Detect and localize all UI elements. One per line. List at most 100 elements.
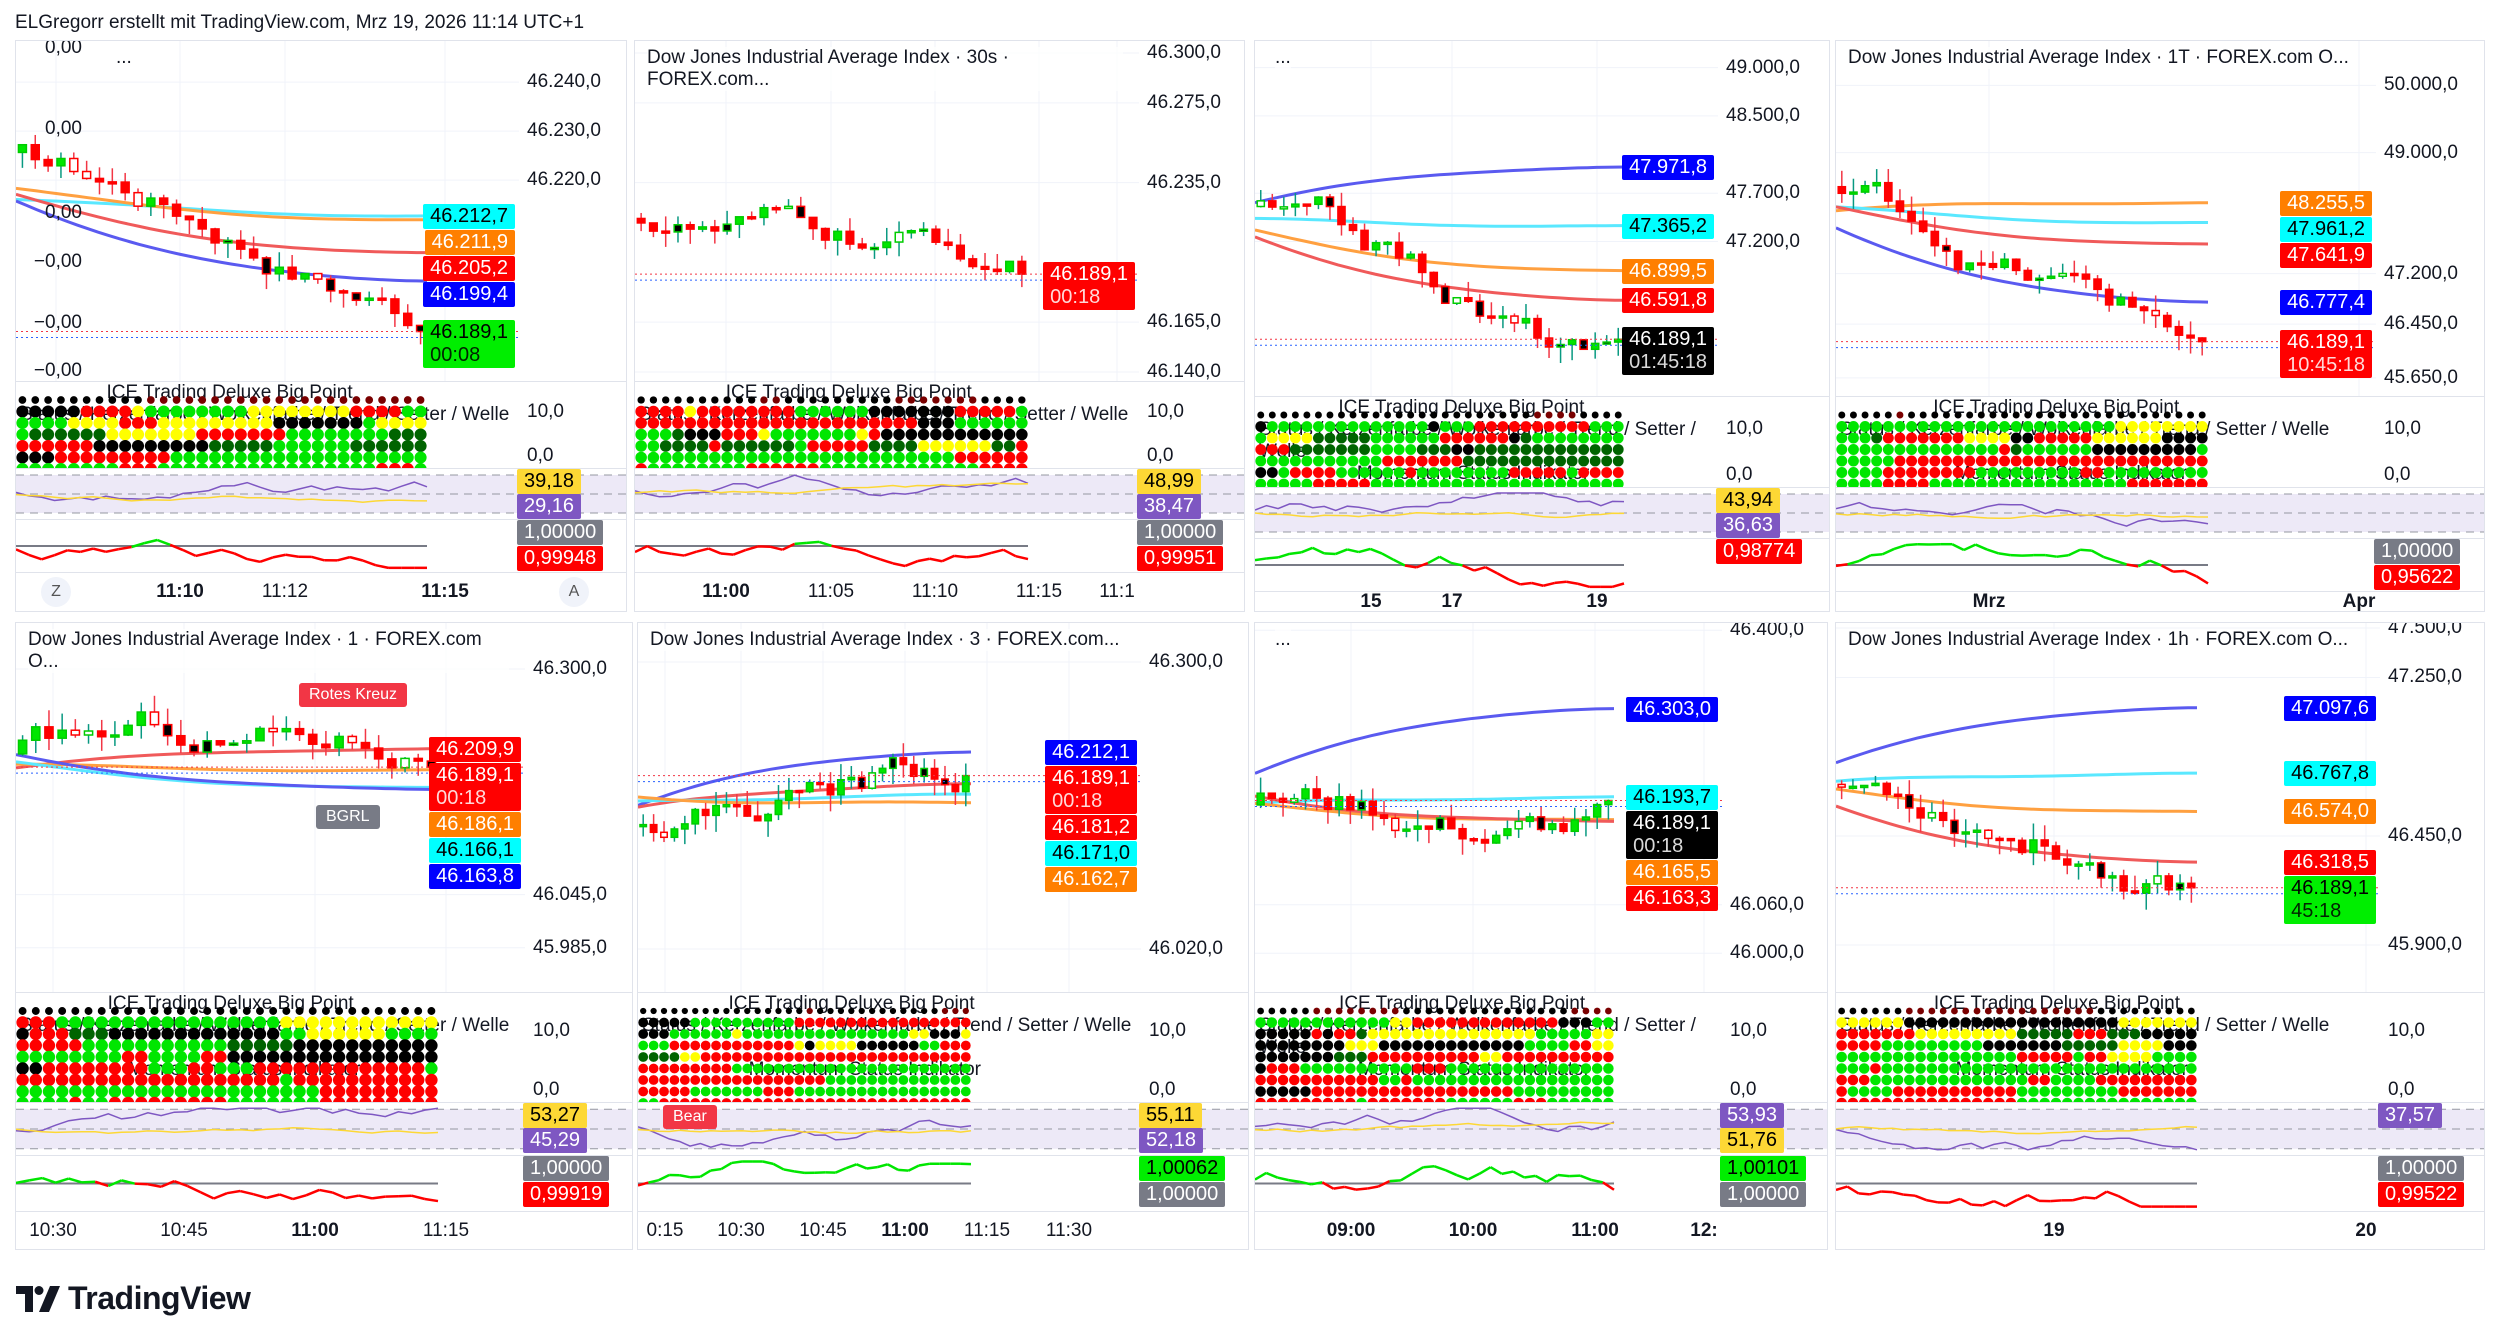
time-axis-button[interactable]: Z xyxy=(41,577,71,607)
price-pane[interactable]: Dow Jones Industrial Average Index · 1 ·… xyxy=(16,623,632,993)
chart-panel[interactable]: ... 49.000,0 48.500,0 47.700,0 47.200,0 47.97… xyxy=(1254,40,1830,612)
rsi-pane[interactable]: 48,99 38,47 xyxy=(635,469,1244,520)
indicator-dot xyxy=(161,1050,174,1064)
chart-panel[interactable]: Dow Jones Industrial Average Index · 1 ·… xyxy=(15,622,633,1250)
rsi-pane[interactable] xyxy=(1836,488,2484,539)
indicator-dot xyxy=(1457,1086,1468,1097)
indicator-dot xyxy=(106,462,119,468)
chart-panel[interactable]: Dow Jones Industrial Average Index · 3 ·… xyxy=(637,622,1249,1250)
time-axis[interactable]: Z 11:10 11:12 11:15 A xyxy=(16,573,626,611)
price-axis[interactable]: 46.300,0 46.020,0 xyxy=(1139,623,1248,992)
time-axis[interactable]: 10:30 10:45 11:00 11:15 xyxy=(16,1212,632,1249)
symbol-title[interactable]: Dow Jones Industrial Average Index · 1T … xyxy=(1848,47,2349,69)
time-axis[interactable]: 19 20 xyxy=(1836,1212,2484,1249)
rsi-pane[interactable]: 53,27 45,29 xyxy=(16,1103,632,1156)
ratio-line-segment xyxy=(845,1163,857,1170)
price-pane[interactable]: ... 49.000,0 48.500,0 47.700,0 47.200,0 47.97… xyxy=(1255,41,1829,397)
chart-annotation-tag[interactable]: Rotes Kreuz xyxy=(299,683,408,707)
chart-annotation-tag[interactable]: BGRL xyxy=(316,805,380,829)
indicator-dot xyxy=(2095,1086,2107,1097)
candle xyxy=(1567,338,1577,361)
rsi-pane[interactable]: 53,93 51,76 xyxy=(1255,1103,1827,1156)
price-pane[interactable]: Dow Jones Industrial Average Index · 1h … xyxy=(1836,623,2484,993)
rsi-pane[interactable]: 55,11 52,18 Bear xyxy=(638,1103,1248,1156)
indicator-dot xyxy=(2063,1007,2071,1015)
time-axis[interactable]: 11:00 11:05 11:10 11:15 11:1 xyxy=(635,573,1244,611)
time-axis[interactable]: 09:00 10:00 11:00 12: xyxy=(1255,1212,1827,1249)
time-axis[interactable]: Mrz Apr xyxy=(1836,592,2484,611)
ratio-pane[interactable]: 1,00000 0,95622 xyxy=(1836,539,2484,592)
price-pane[interactable]: Dow Jones Industrial Average Index · 1T … xyxy=(1836,41,2484,397)
chart-panel[interactable]: Dow Jones Industrial Average Index · 1h … xyxy=(1835,622,2485,1250)
indicator-dot xyxy=(836,1075,846,1085)
price-pane[interactable]: ... 46.400,0 46.060,0 46.000,0 46.303,0 46.19… xyxy=(1255,623,1827,993)
price-pane[interactable]: Dow Jones Industrial Average Index · 3 ·… xyxy=(638,623,1248,993)
ratio-pane[interactable]: 0,98774 xyxy=(1255,539,1829,592)
indicator-dot xyxy=(16,1016,29,1029)
price-axis[interactable]: 46.300,0 46.275,0 46.235,0 46.165,0 46.140,0 xyxy=(1137,41,1244,381)
price-axis[interactable]: 47.500,0 47.250,0 46.450,0 45.900,0 xyxy=(2378,623,2484,992)
chart-panel[interactable]: ... 0,00 0,00 0,00 −0,00 −0,00 −0,00 46.240,0 46… xyxy=(15,40,627,612)
indicator-dot xyxy=(858,396,866,404)
ratio-pane[interactable]: 1,00000 0,99951 xyxy=(635,520,1244,573)
indicator-dot xyxy=(770,405,783,418)
symbol-title[interactable]: Dow Jones Industrial Average Index · 1h … xyxy=(1848,629,2349,651)
ratio-pane[interactable]: 1,00101 1,00000 xyxy=(1255,1156,1827,1212)
symbol-title[interactable]: Dow Jones Industrial Average Index · 3 ·… xyxy=(650,629,1120,651)
indicator-dot xyxy=(1266,421,1278,432)
indicator-dot xyxy=(659,1029,669,1039)
rsi-pane[interactable]: 39,18 29,16 xyxy=(16,469,626,520)
symbol-title[interactable]: ... xyxy=(1275,629,1291,651)
time-label: 17 xyxy=(1441,592,1463,611)
tradingview-logo[interactable]: TradingView xyxy=(16,1280,251,1317)
symbol-title[interactable]: Dow Jones Industrial Average Index · 1 ·… xyxy=(28,629,509,673)
chart-panel[interactable]: Dow Jones Industrial Average Index · 30s… xyxy=(634,40,1245,612)
symbol-title[interactable]: Dow Jones Industrial Average Index · 30s… xyxy=(647,47,1123,91)
time-axis-button[interactable]: A xyxy=(559,577,589,607)
chart-panel[interactable]: Dow Jones Industrial Average Index · 1T … xyxy=(1835,40,2485,612)
indicator-dot xyxy=(398,1016,412,1029)
price-axis[interactable]: 46.400,0 46.060,0 46.000,0 xyxy=(1720,623,1827,992)
price-axis[interactable]: 46.240,0 46.230,0 46.220,0 xyxy=(517,41,626,381)
indicator-dot xyxy=(42,1016,56,1029)
price-chart xyxy=(1255,41,1718,396)
symbol-title[interactable]: ... xyxy=(116,47,132,69)
ratio-pane[interactable]: 1,00000 0,99522 xyxy=(1836,1156,2484,1212)
ratio-pane[interactable]: 1,00000 0,99948 xyxy=(16,520,626,573)
chart-panel[interactable]: ... 46.400,0 46.060,0 46.000,0 46.303,0 46.19… xyxy=(1254,622,1828,1250)
indicator-dot xyxy=(837,1007,845,1015)
rsi-pane[interactable]: 43,94 36,63 xyxy=(1255,488,1829,539)
price-axis[interactable]: 46.300,0 46.045,0 45.985,0 xyxy=(523,623,632,992)
ratio-label-value: 0,99919 xyxy=(530,1183,603,1205)
candle xyxy=(215,739,226,748)
rsi-axis: 43,94 36,63 xyxy=(1716,488,1829,538)
price-axis[interactable]: 50.000,0 49.000,0 47.200,0 46.450,0 45.650,0 xyxy=(2374,41,2484,396)
indicator-dot xyxy=(742,1017,753,1028)
indicator-dot xyxy=(638,1052,649,1062)
chart-annotation-tag[interactable]: Bear xyxy=(663,1105,717,1129)
price-pane[interactable]: Dow Jones Industrial Average Index · 30s… xyxy=(635,41,1244,382)
price-tick: 46.000,0 xyxy=(1730,942,1804,964)
indicator-dot xyxy=(2174,1063,2186,1074)
indicator-dot xyxy=(18,1007,27,1015)
ratio-pane[interactable]: 1,00062 1,00000 xyxy=(638,1156,1248,1212)
time-axis[interactable]: 0:15 10:30 10:45 11:00 11:15 11:30 xyxy=(638,1212,1248,1249)
rsi-pane[interactable]: 37,57 xyxy=(1836,1103,2484,1156)
indicator-dot xyxy=(2140,1051,2152,1063)
ratio-pane[interactable]: 1,00000 0,99919 xyxy=(16,1156,632,1212)
indicator-dot xyxy=(856,1029,867,1039)
indicator-dot xyxy=(942,440,954,452)
price-pane[interactable]: ... 0,00 0,00 0,00 −0,00 −0,00 −0,00 46.240,0 46… xyxy=(16,41,626,382)
price-axis[interactable]: 49.000,0 48.500,0 47.700,0 47.200,0 xyxy=(1716,41,1829,396)
time-axis[interactable]: 15 17 19 xyxy=(1255,592,1829,611)
indicator-dot xyxy=(2080,478,2092,487)
symbol-title[interactable]: ... xyxy=(1275,47,1291,69)
